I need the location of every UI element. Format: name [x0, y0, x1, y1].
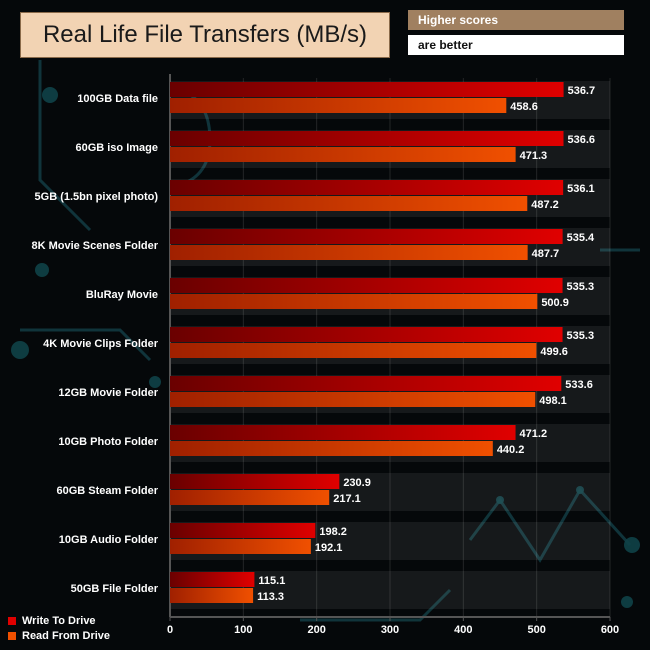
bar-read [170, 98, 507, 113]
category-label: 50GB File Folder [71, 583, 159, 595]
data-label-read: 498.1 [539, 395, 567, 407]
data-label-write: 230.9 [343, 477, 371, 489]
bar-read [170, 392, 536, 407]
data-label-read: 499.6 [540, 346, 568, 358]
x-tick-label: 400 [454, 624, 472, 636]
data-label-write: 536.6 [568, 134, 596, 146]
category-label: 60GB iso Image [75, 142, 158, 154]
data-label-read: 487.2 [531, 199, 559, 211]
bar-write [170, 474, 340, 489]
bar-read [170, 294, 538, 309]
bar-read [170, 490, 330, 505]
bar-write [170, 229, 563, 244]
higher-scores-note: Higher scores [408, 10, 624, 30]
data-label-write: 535.4 [567, 232, 595, 244]
chart-title: Real Life File Transfers (MB/s) [20, 12, 390, 58]
bar-write [170, 572, 255, 587]
data-label-write: 115.1 [258, 575, 285, 587]
bar-write [170, 82, 564, 97]
bar-read [170, 441, 493, 456]
chart-title-text: Real Life File Transfers (MB/s) [42, 21, 368, 48]
data-label-write: 533.6 [565, 379, 593, 391]
category-label: 60GB Steam Folder [57, 485, 159, 497]
legend-label-read: Read From Drive [22, 629, 111, 642]
legend: Write To Drive Read From Drive [8, 613, 110, 643]
bar-read [170, 539, 311, 554]
bar-write [170, 327, 563, 342]
data-label-read: 500.9 [541, 297, 569, 309]
bar-read [170, 588, 254, 603]
x-tick-label: 200 [307, 624, 325, 636]
legend-item-read: Read From Drive [8, 628, 110, 643]
data-label-write: 198.2 [319, 526, 347, 538]
category-label: 10GB Audio Folder [59, 534, 159, 546]
data-label-read: 217.1 [333, 493, 361, 505]
bar-read [170, 147, 516, 162]
category-label: 8K Movie Scenes Folder [31, 240, 158, 252]
bar-write [170, 278, 563, 293]
bar-read [170, 245, 528, 260]
category-label: 5GB (1.5bn pixel photo) [35, 191, 159, 203]
data-label-read: 113.3 [257, 591, 284, 603]
bar-write [170, 180, 564, 195]
legend-swatch-read [8, 631, 16, 640]
bar-read [170, 343, 537, 358]
bar-read [170, 196, 528, 211]
data-label-read: 458.6 [510, 101, 538, 113]
data-label-write: 535.3 [567, 281, 595, 293]
data-label-write: 535.3 [567, 330, 595, 342]
legend-label-write: Write To Drive [22, 614, 96, 627]
data-label-read: 192.1 [315, 542, 343, 554]
category-label: 10GB Photo Folder [58, 436, 158, 448]
data-label-write: 536.1 [567, 183, 595, 195]
category-label: 100GB Data file [77, 93, 158, 105]
x-tick-label: 500 [527, 624, 545, 636]
data-label-write: 471.2 [520, 428, 548, 440]
x-tick-label: 600 [601, 624, 619, 636]
data-label-read: 440.2 [497, 444, 525, 456]
bar-write [170, 523, 316, 538]
bar-write [170, 376, 562, 391]
data-label-read: 471.3 [520, 150, 548, 162]
legend-item-write: Write To Drive [8, 613, 110, 628]
x-tick-label: 100 [234, 624, 252, 636]
data-label-write: 536.7 [568, 85, 596, 97]
x-tick-label: 300 [381, 624, 399, 636]
x-tick-label: 0 [167, 624, 173, 636]
bar-write [170, 425, 516, 440]
category-label: 4K Movie Clips Folder [43, 338, 159, 350]
legend-swatch-write [8, 616, 16, 625]
are-better-note: are better [408, 35, 624, 55]
data-label-read: 487.7 [532, 248, 560, 260]
bar-write [170, 131, 564, 146]
category-label: 12GB Movie Folder [58, 387, 158, 399]
category-label: BluRay Movie [86, 289, 158, 301]
